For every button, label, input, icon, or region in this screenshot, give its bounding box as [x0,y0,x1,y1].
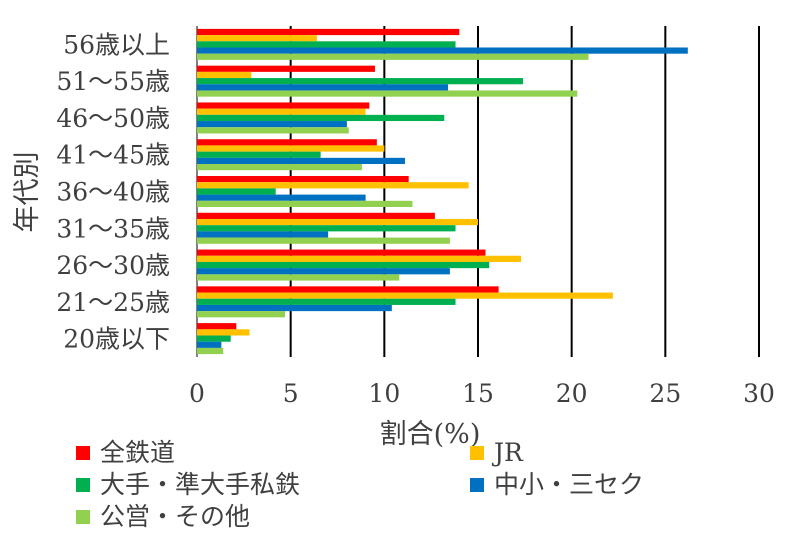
bar-2-5 [197,182,469,189]
x-tick-labels: 0 5 10 15 20 25 30 [189,379,775,408]
bar-5-7 [197,274,400,281]
bar-2-1 [197,35,317,42]
bar-4-8 [197,304,392,312]
bar-4-2 [197,84,449,91]
x-tick-label: 5 [283,379,299,408]
bar-3-7 [197,261,490,269]
y-axis-title: 年代別 [12,152,43,233]
bar-2-8 [197,292,613,299]
bar-1-5 [197,176,409,183]
category-label: 31～35歳 [56,214,170,243]
bar-1-7 [197,249,486,256]
category-label: 41～45歳 [56,141,170,170]
bar-2-6 [197,218,478,226]
bar-1-3 [197,102,370,109]
bar-2-2 [197,71,252,79]
bars [197,28,688,355]
bar-3-4 [197,151,321,158]
bar-3-1 [197,41,456,48]
bar-4-9 [197,341,222,348]
category-label: 26～30歳 [56,251,170,280]
category-label: 46～50歳 [56,104,170,133]
category-labels: 56歳以上 51～55歳 46～50歳 41～45歳 36～40歳 31～35歳 26～30… [56,30,170,353]
x-tick-label: 10 [368,379,400,408]
bar-4-6 [197,231,329,238]
bar-5-3 [197,127,349,134]
bar-3-6 [197,225,456,232]
x-tick-label: 0 [189,379,205,408]
x-axis-title: 割合(%) [380,419,481,450]
bar-3-3 [197,114,445,122]
bar-1-2 [197,65,375,72]
bar-5-4 [197,164,362,171]
bar-4-3 [197,121,347,128]
category-label: 51～55歳 [56,67,170,96]
category-label: 20歳以下 [63,325,170,354]
bar-5-2 [197,90,578,97]
category-label: 21～25歳 [56,288,170,317]
bar-3-8 [197,298,456,305]
bar-5-5 [197,200,413,207]
bar-5-9 [197,347,224,355]
bar-1-4 [197,139,377,146]
x-tick-label: 20 [556,379,588,408]
bar-2-3 [197,108,366,115]
bar-3-2 [197,78,523,85]
bar-4-1 [197,47,688,54]
bar-2-9 [197,329,250,336]
bar-3-5 [197,188,276,195]
bar-3-9 [197,335,231,342]
bar-4-7 [197,268,450,275]
bar-1-8 [197,286,499,293]
x-tick-label: 30 [743,379,775,408]
bar-4-4 [197,157,405,165]
x-tick-label: 25 [649,379,681,408]
bar-1-1 [197,28,460,36]
bar-5-8 [197,311,286,318]
x-tick-label: 15 [462,379,494,408]
bar-1-9 [197,323,237,330]
bar-1-6 [197,212,435,219]
bar-2-7 [197,255,522,262]
category-label: 56歳以上 [63,30,170,59]
bar-5-6 [197,237,450,244]
bar-5-1 [197,53,589,60]
category-label: 36～40歳 [56,178,170,207]
bar-4-5 [197,194,366,201]
bar-2-4 [197,145,385,152]
